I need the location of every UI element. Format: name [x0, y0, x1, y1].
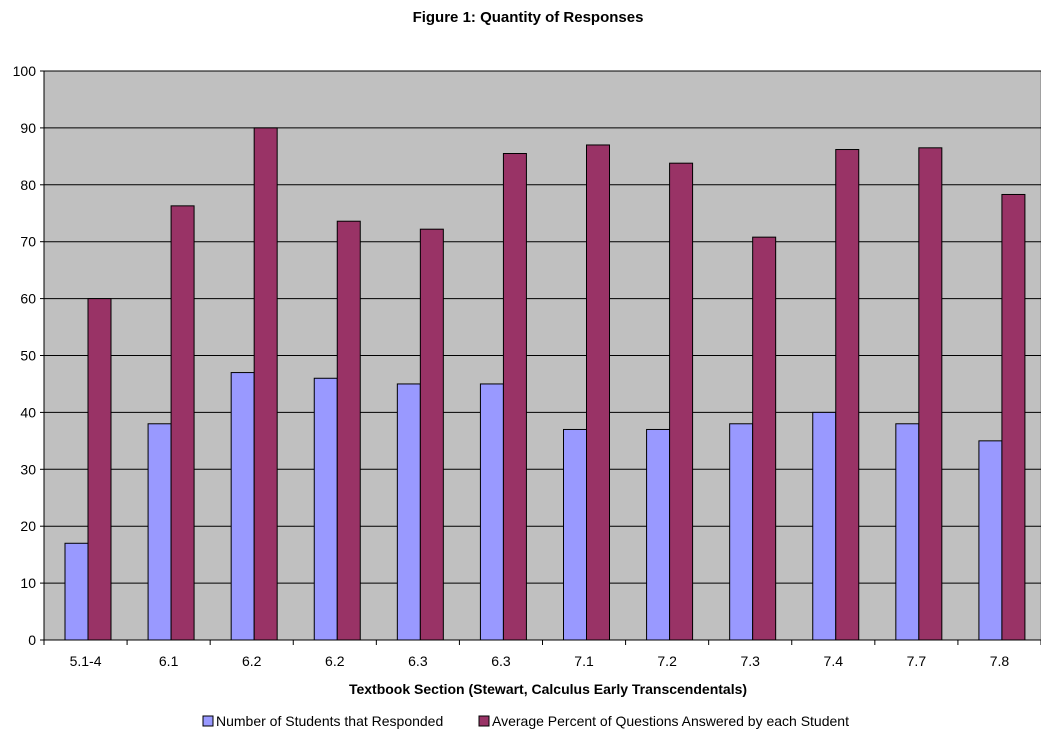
bar-students-5: [479, 383, 504, 641]
legend-label-average-percent: Average Percent of Questions Answered by…: [492, 713, 849, 729]
bar-average-percent-6: [586, 144, 610, 641]
y-tick-label-40: 40: [20, 404, 36, 420]
y-tick-label-0: 0: [28, 632, 36, 648]
bar-students-11: [978, 440, 1003, 641]
y-tick-label-10: 10: [20, 575, 36, 591]
bar-students-9: [812, 411, 837, 641]
x-tick-label-0: 5.1-4: [70, 653, 102, 669]
x-tick-label-11: 7.8: [990, 653, 1010, 669]
legend-swatch-average-percent: [478, 715, 490, 727]
bar-average-percent-7: [669, 162, 694, 641]
bar-average-percent-9: [835, 149, 860, 641]
bar-students-0: [64, 542, 89, 641]
x-tick-label-8: 7.3: [740, 653, 760, 669]
axes: [40, 70, 1041, 645]
x-tick-label-2: 6.2: [242, 653, 262, 669]
legend-label-students: Number of Students that Responded: [216, 713, 443, 729]
y-tick-label-70: 70: [20, 234, 36, 250]
bar-average-percent-0: [87, 298, 112, 641]
bar-students-7: [646, 428, 671, 641]
bar-students-6: [563, 428, 587, 641]
bar-students-10: [895, 423, 920, 641]
bar-average-percent-11: [1001, 193, 1026, 641]
x-tick-labels: 5.1-4 6.1 6.2 6.2 6.3 6.3 7.1 7.2 7.3 7.4 7.7 7.8: [70, 653, 1010, 669]
bar-average-percent-8: [752, 236, 777, 641]
y-tick-labels: 0 10 20 30 40 50 60 70 80 90 100: [13, 63, 37, 648]
chart-title: Figure 1: Quantity of Responses: [413, 9, 644, 26]
x-tick-label-4: 6.3: [408, 653, 428, 669]
bar-students-2: [230, 372, 255, 641]
bar-students-8: [729, 423, 754, 641]
y-tick-label-100: 100: [13, 63, 37, 79]
bar-students-4: [396, 383, 421, 641]
gridlines: [44, 70, 1041, 584]
bar-average-percent-2: [253, 127, 278, 641]
bar-average-percent-10: [918, 147, 943, 641]
x-tick-label-5: 6.3: [491, 653, 511, 669]
legend-swatch-students: [202, 715, 214, 727]
bar-average-percent-5: [502, 153, 527, 641]
bar-students-3: [313, 377, 338, 641]
bar-average-percent-4: [419, 228, 444, 641]
y-tick-label-30: 30: [20, 461, 36, 477]
x-tick-label-3: 6.2: [325, 653, 345, 669]
y-tick-label-60: 60: [20, 291, 36, 307]
x-tick-label-6: 7.1: [574, 653, 594, 669]
bar-average-percent-3: [336, 220, 361, 641]
bar-students-1: [147, 423, 172, 641]
y-tick-label-90: 90: [20, 120, 36, 136]
x-tick-label-1: 6.1: [159, 653, 179, 669]
legend: Number of Students that Responded Averag…: [202, 713, 849, 729]
bars: [64, 127, 1026, 641]
x-axis-title: Textbook Section (Stewart, Calculus Earl…: [349, 681, 747, 697]
y-tick-label-50: 50: [20, 348, 36, 364]
x-tick-label-9: 7.4: [824, 653, 844, 669]
x-tick-label-7: 7.2: [657, 653, 677, 669]
y-tick-label-20: 20: [20, 518, 36, 534]
bar-average-percent-1: [170, 205, 195, 641]
x-tick-label-10: 7.7: [907, 653, 927, 669]
y-tick-label-80: 80: [20, 177, 36, 193]
